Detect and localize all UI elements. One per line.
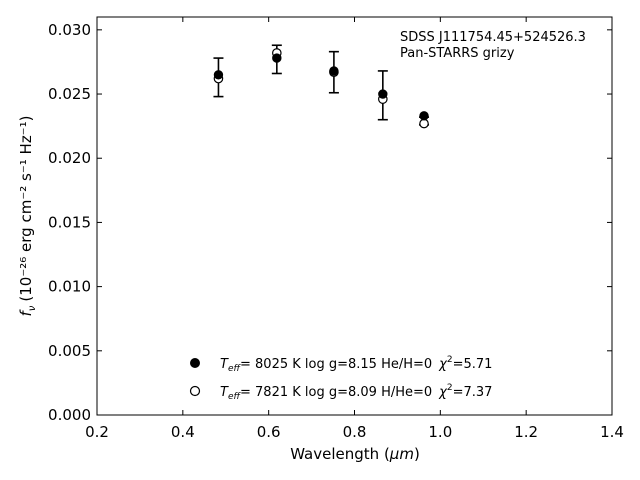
legend-entry-1: Teff= 8025 K log g=8.15 He/H=0 χ2=5.71 — [220, 355, 492, 374]
legend-entry-2-rest: = 7821 K log g=8.09 H/He=0 — [240, 385, 432, 400]
model-point-filled — [329, 66, 339, 76]
legend-entry-2-chi-sup: 2 — [447, 383, 453, 393]
model-point-filled — [378, 89, 388, 99]
legend-entry-1-chi-sup: 2 — [447, 355, 453, 365]
axes: 0.2 0.4 0.6 0.8 1.0 1.2 1.4 0.000 0.005 0.010 0.01… — [48, 16, 624, 441]
legend: Teff= 8025 K log g=8.15 He/H=0 χ2=5.71 Te… — [189, 355, 492, 402]
x-axis-unit: μm — [389, 445, 414, 463]
legend-entry-2-t: T — [220, 385, 229, 400]
object-name-annotation: SDSS J111754.45+524526.3 — [400, 30, 586, 45]
y-tick-label: 0.005 — [48, 342, 91, 360]
legend-entry-1-t-sub: eff — [228, 364, 242, 374]
model-point-filled — [419, 111, 429, 121]
y-axis-units: (10⁻²⁶ erg cm⁻² s⁻¹ Hz⁻¹) — [17, 116, 35, 302]
y-axis-symbol-sub: ν — [27, 305, 38, 311]
legend-entry-2-chi: χ — [438, 385, 448, 400]
y-tick-label: 0.015 — [48, 213, 91, 231]
legend-entry-1-chi: χ — [438, 357, 448, 372]
y-axis-symbol: f — [17, 308, 35, 316]
legend-entry-2-chi-val: =7.37 — [453, 385, 493, 400]
x-tick-label: 0.4 — [171, 423, 195, 441]
model-point-filled — [272, 53, 282, 63]
legend-marker-open — [189, 385, 201, 397]
y-tick-label: 0.025 — [48, 85, 91, 103]
legend-entry-1-rest: = 8025 K log g=8.15 He/H=0 — [240, 357, 432, 372]
survey-annotation: Pan-STARRS grizy — [400, 46, 515, 61]
plot-frame — [96, 16, 613, 416]
y-tick-label: 0.010 — [48, 278, 91, 296]
x-axis-title-text: Wavelength — [290, 445, 379, 463]
model-point-open — [419, 118, 429, 129]
y-tick-label: 0.000 — [48, 406, 91, 424]
x-tick-label: 1.4 — [600, 423, 624, 441]
legend-entry-2-t-sub: eff — [228, 392, 242, 402]
legend-entry-1-chi-val: =5.71 — [453, 357, 493, 372]
x-tick-label: 1.0 — [428, 423, 452, 441]
legend-entry-2: Teff= 7821 K log g=8.09 H/He=0 χ2=7.37 — [220, 383, 492, 402]
x-axis-title: Wavelength (μm) — [290, 445, 420, 463]
x-tick-label: 0.2 — [85, 423, 109, 441]
legend-marker-filled — [190, 358, 200, 368]
x-tick-label: 0.6 — [257, 423, 281, 441]
x-tick-label: 1.2 — [514, 423, 538, 441]
legend-entry-1-t: T — [220, 357, 229, 372]
x-tick-label: 0.8 — [343, 423, 367, 441]
plot-area — [213, 44, 430, 129]
y-tick-label: 0.030 — [48, 21, 91, 39]
model-point-filled — [213, 70, 224, 80]
y-axis-title: fν (10⁻²⁶ erg cm⁻² s⁻¹ Hz⁻¹) — [17, 116, 38, 317]
y-tick-label: 0.020 — [48, 149, 91, 167]
